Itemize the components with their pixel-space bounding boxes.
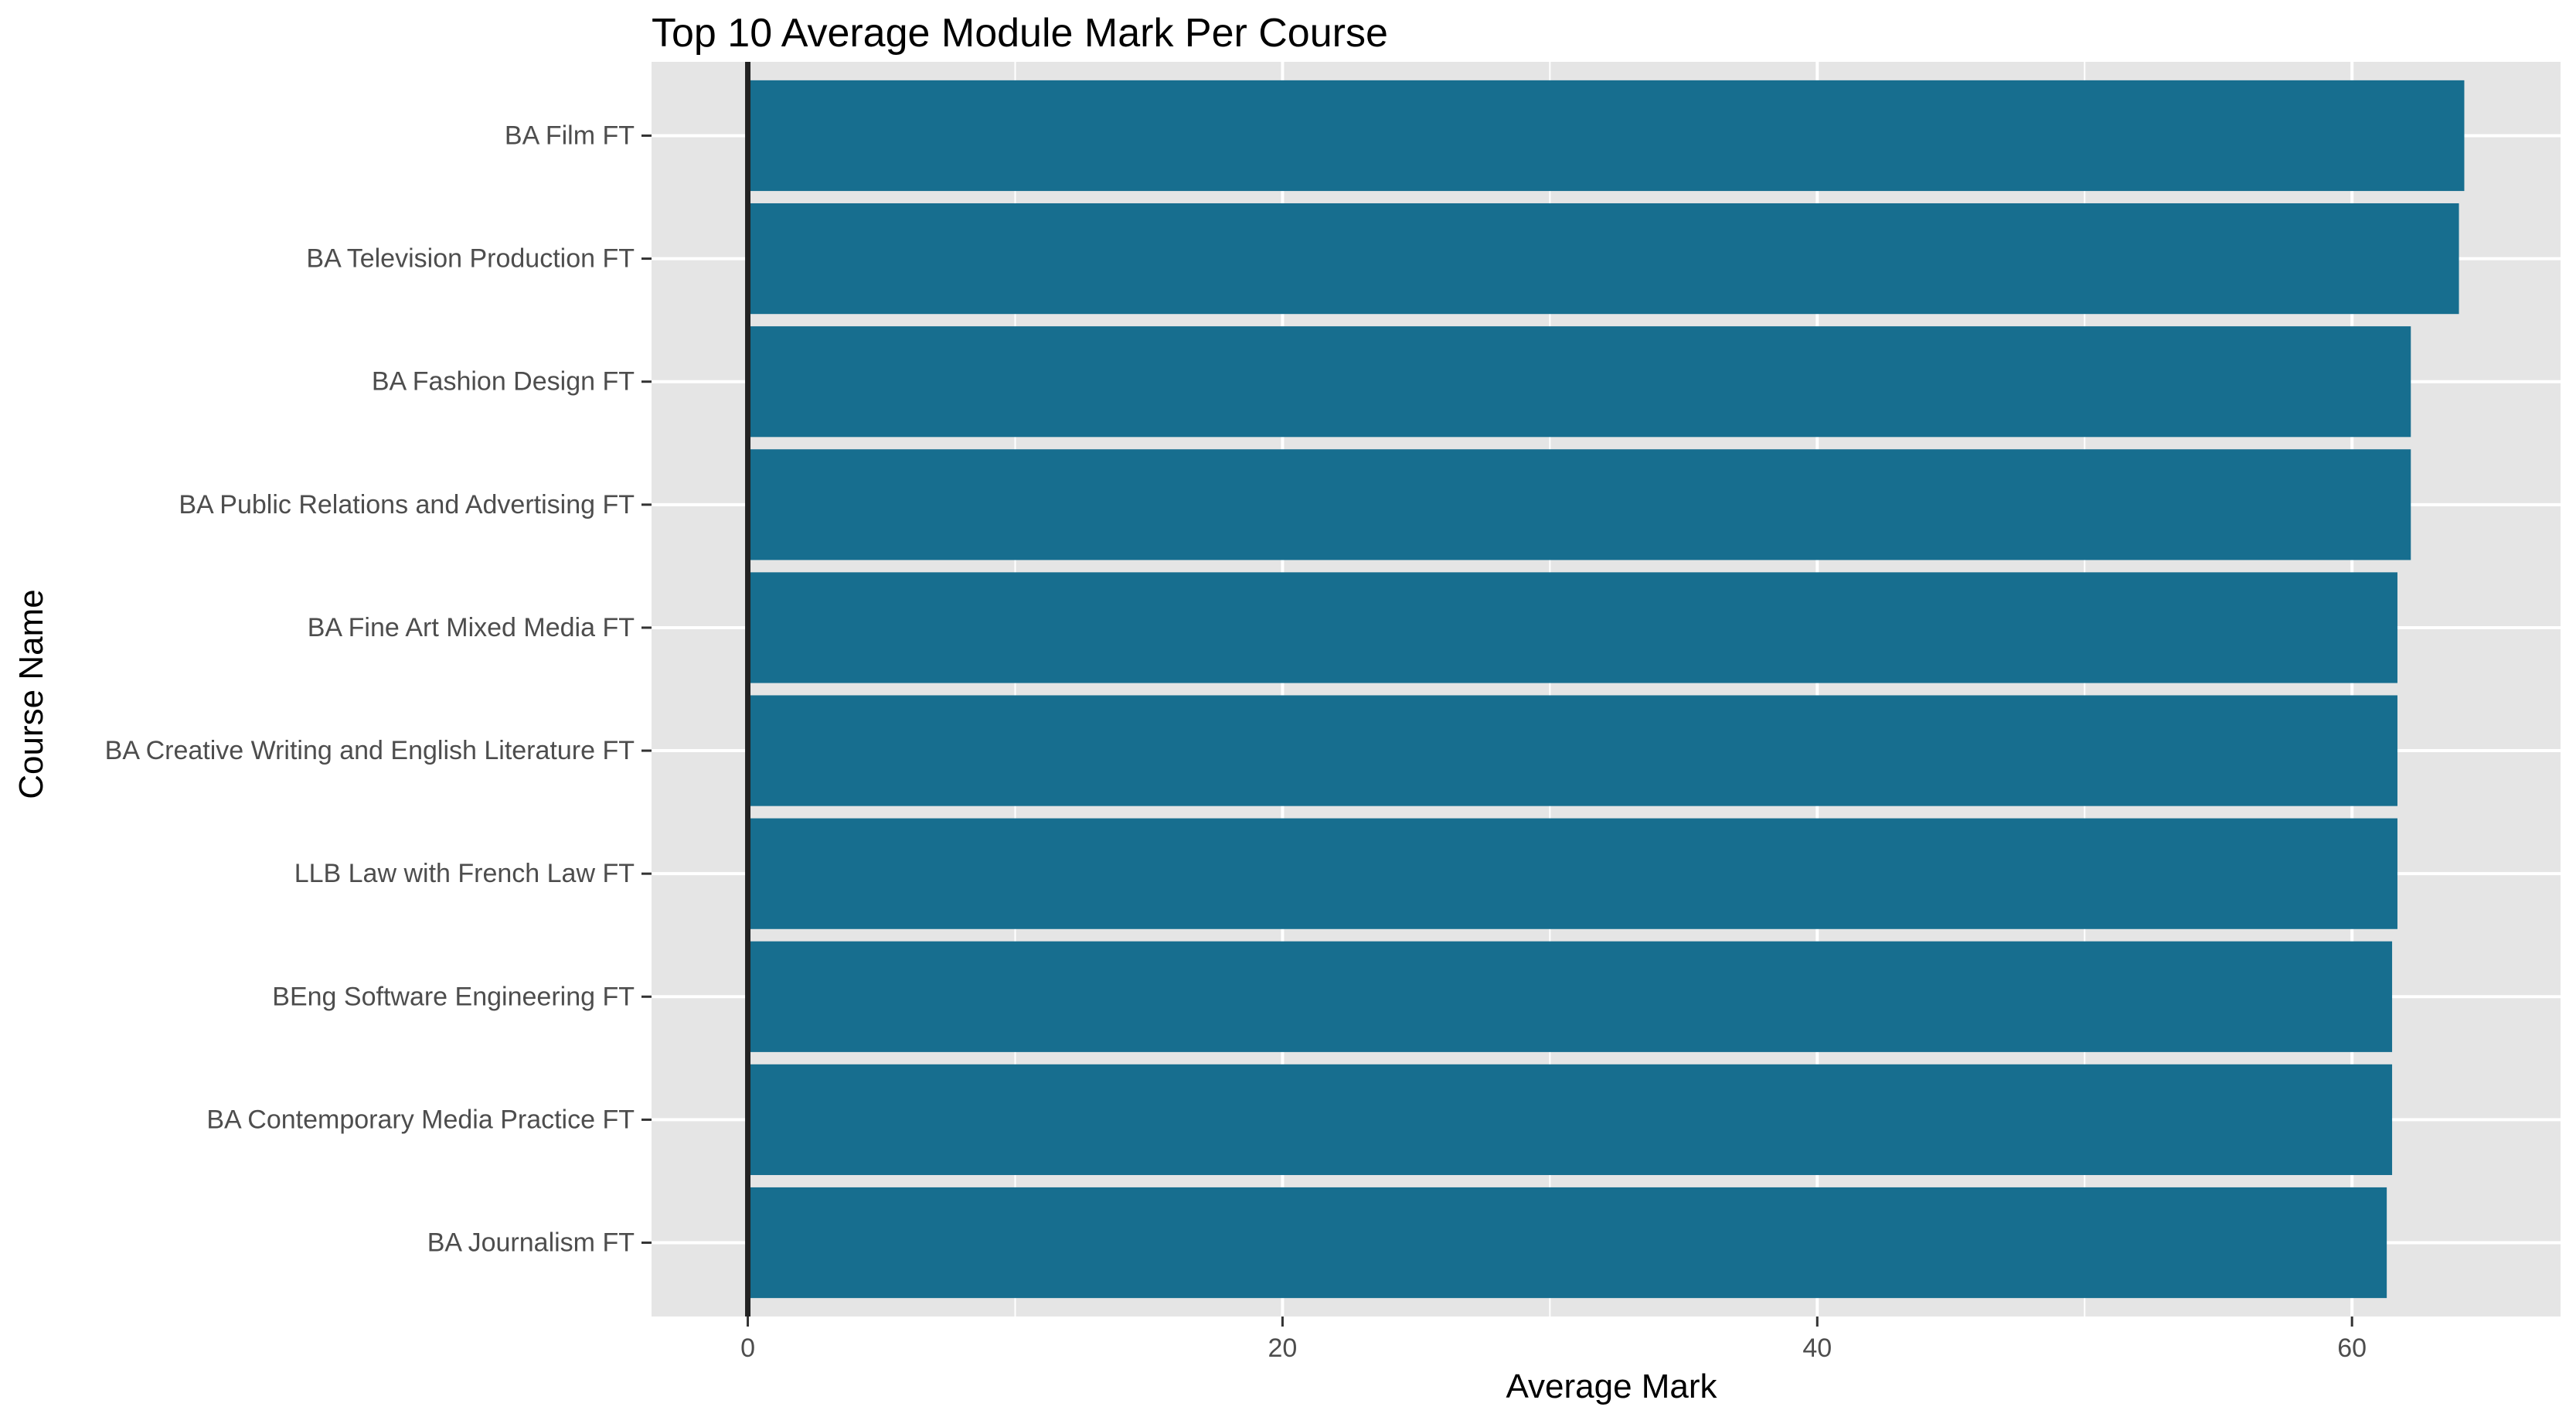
- x-tick-label: 20: [1268, 1334, 1298, 1363]
- y-tick-label: BA Journalism FT: [427, 1228, 635, 1258]
- bar: [747, 572, 2397, 683]
- bar: [747, 1187, 2387, 1299]
- x-tick-label: 40: [1802, 1334, 1832, 1363]
- y-tick-label: LLB Law with French Law FT: [294, 859, 635, 888]
- plot-area: [652, 62, 2561, 1317]
- y-tick-label: BA Fashion Design FT: [372, 367, 635, 397]
- x-tick-label: 0: [740, 1334, 755, 1363]
- y-tick-label: BA Contemporary Media Practice FT: [206, 1105, 635, 1134]
- y-axis-title: Course Name: [12, 589, 50, 799]
- bar: [747, 80, 2465, 192]
- y-tick-label: BA Film FT: [505, 121, 635, 150]
- x-tick-label: 60: [2337, 1334, 2367, 1363]
- bar: [747, 326, 2411, 438]
- bar: [747, 818, 2397, 929]
- y-tick-label: BA Television Production FT: [306, 244, 635, 274]
- y-axis: BA Film FT BA Television Production FT BA …: [105, 121, 652, 1258]
- y-tick-label: BA Creative Writing and English Literatu…: [105, 736, 635, 765]
- x-axis-title: Average Mark: [1506, 1368, 1717, 1405]
- x-axis: 0 20 40 60: [740, 1317, 2367, 1363]
- chart-title: Top 10 Average Module Mark Per Course: [652, 11, 1388, 56]
- bar: [747, 203, 2459, 315]
- bar: [747, 449, 2411, 560]
- y-tick-label: BEng Software Engineering FT: [272, 982, 635, 1011]
- y-tick-label: BA Fine Art Mixed Media FT: [308, 613, 635, 642]
- bar: [747, 941, 2393, 1052]
- bar: [747, 1064, 2393, 1176]
- bar: [747, 695, 2397, 806]
- y-tick-label: BA Public Relations and Advertising FT: [179, 490, 635, 519]
